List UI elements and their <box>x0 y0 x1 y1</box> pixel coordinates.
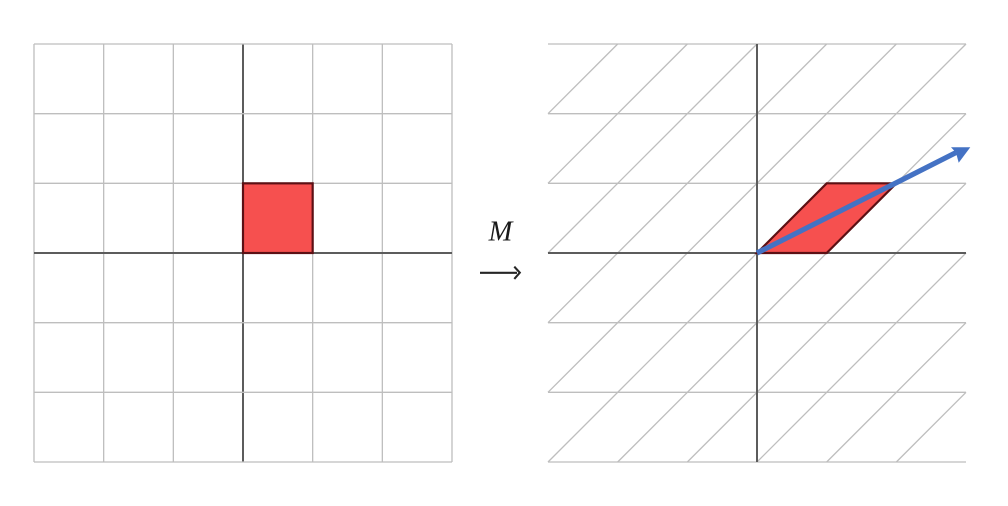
svg-text:M: M <box>488 217 515 248</box>
